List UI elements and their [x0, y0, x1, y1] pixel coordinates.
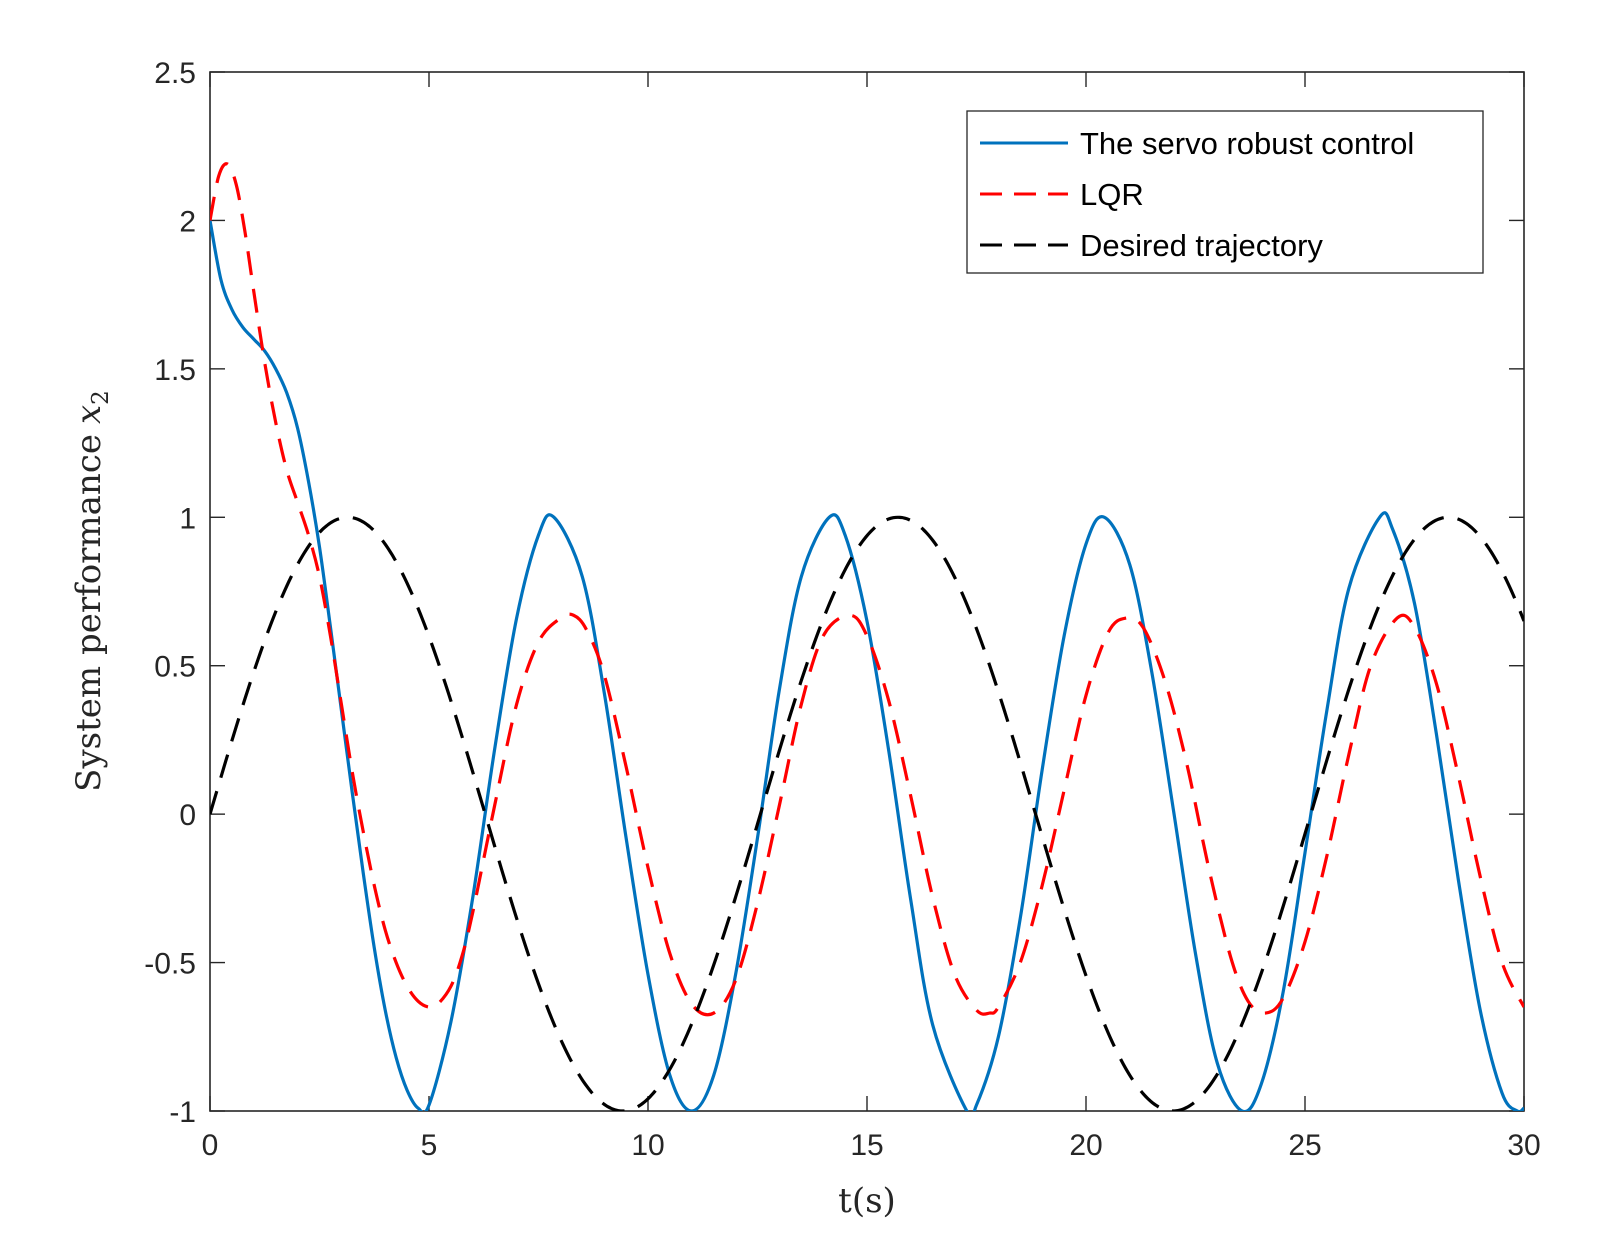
x-tick-label: 5: [421, 1129, 438, 1162]
x-axis-title: t(s): [838, 1181, 896, 1221]
legend-label-desired: Desired trajectory: [1080, 228, 1323, 263]
y-tick-label: -1: [169, 1096, 196, 1129]
y-tick-label: 2: [179, 205, 196, 238]
x-tick-label: 30: [1507, 1129, 1540, 1162]
legend-label-lqr: LQR: [1080, 177, 1144, 212]
y-axis-title-sub: 2: [88, 390, 114, 405]
y-tick-label: 1: [179, 502, 196, 535]
y-tick-label: 0.5: [154, 651, 196, 684]
y-axis-title-text: System performance: [69, 434, 109, 792]
y-tick-label: 1.5: [154, 354, 196, 387]
y-tick-label: -0.5: [144, 948, 196, 981]
x-tick-label: 10: [631, 1129, 664, 1162]
x-tick-label: 25: [1288, 1129, 1321, 1162]
series-layer: [210, 162, 1524, 1111]
legend: The servo robust control LQR Desired tra…: [966, 110, 1484, 274]
legend-label-servo: The servo robust control: [1080, 126, 1414, 161]
x-tick-label: 0: [202, 1129, 219, 1162]
y-tick-label: 2.5: [154, 57, 196, 90]
x-tick-label: 20: [1069, 1129, 1102, 1162]
series-line-desired: [210, 515, 1524, 1111]
y-axis-title: System performance x2: [69, 390, 114, 792]
y-tick-label: 0: [179, 799, 196, 832]
tick-labels: 0 5 10 15 20 25 30 -1 -0.5 0 0.5 1 1.5 2 2.5: [144, 57, 1540, 1162]
series-line-servo: [210, 220, 1524, 1111]
x-tick-label: 15: [850, 1129, 883, 1162]
y-axis-title-var: x: [69, 405, 109, 424]
